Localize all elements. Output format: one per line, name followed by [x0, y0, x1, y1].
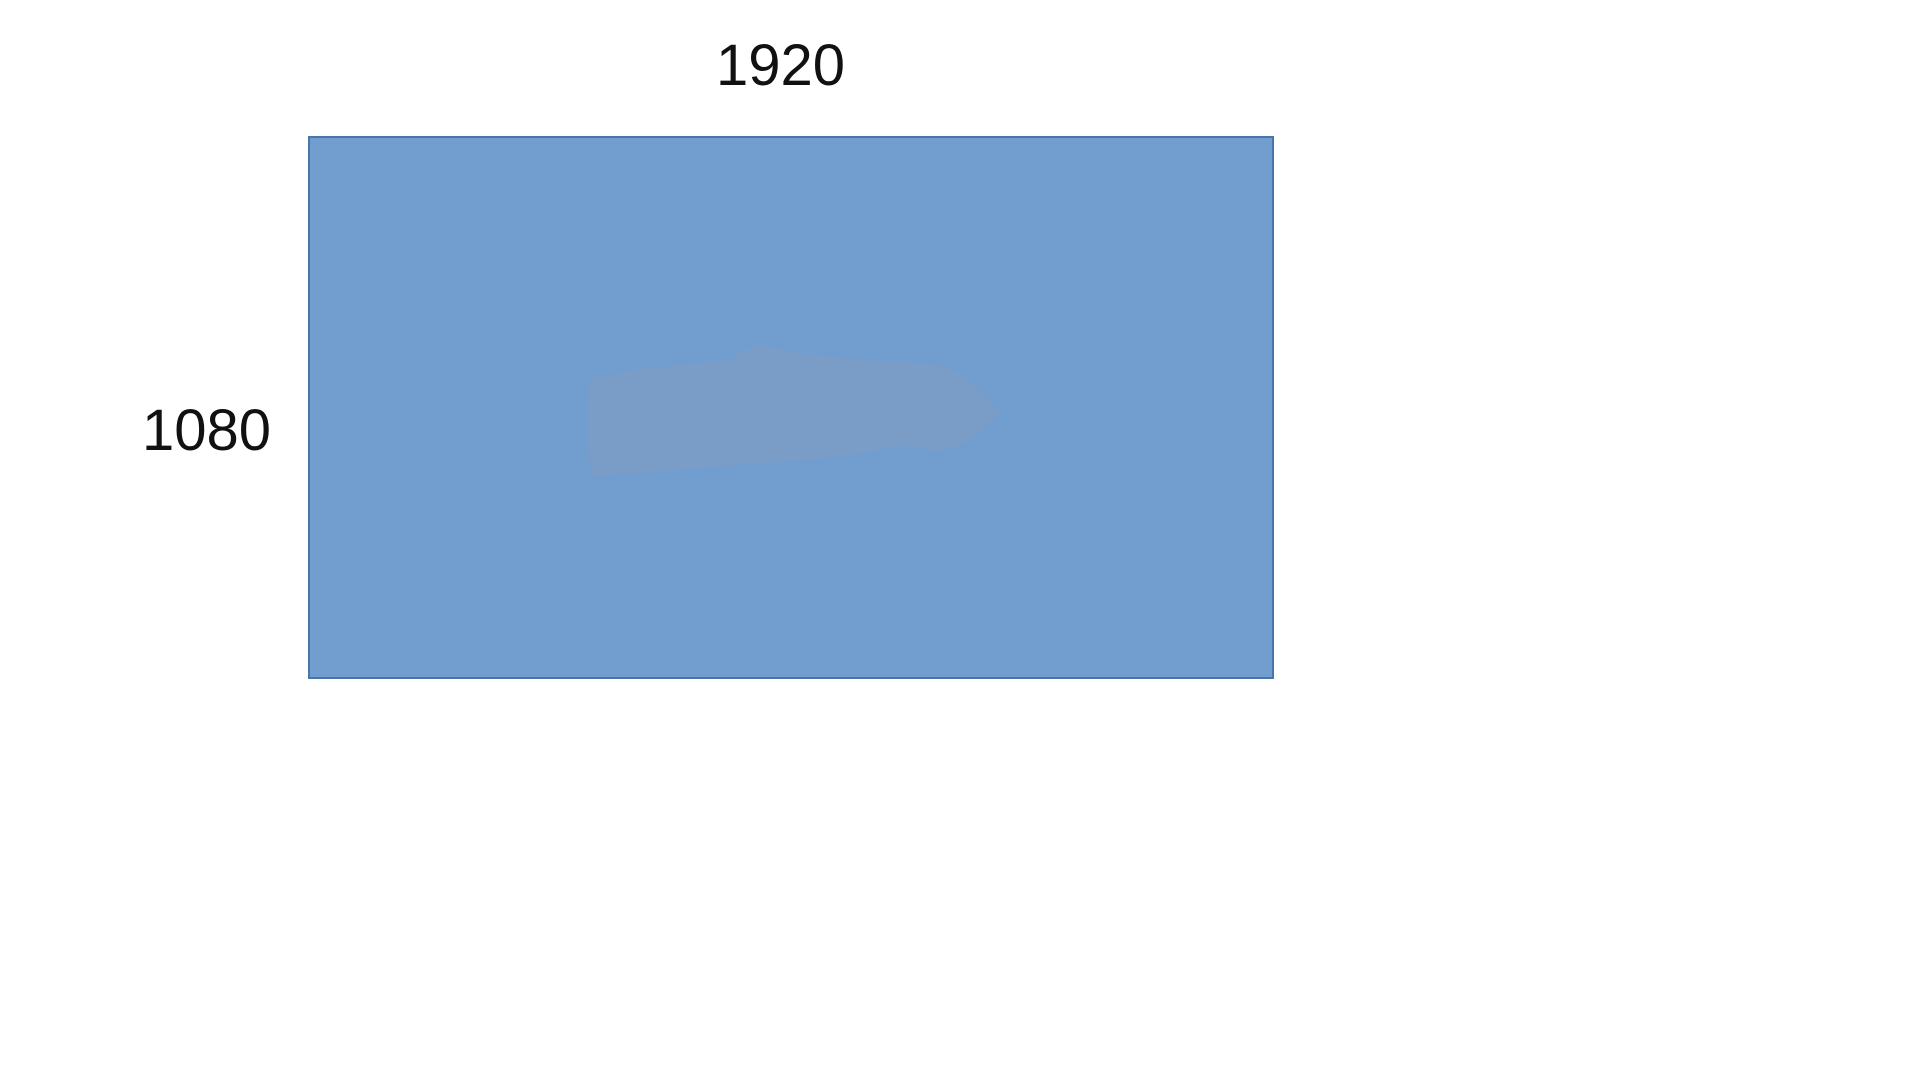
- diagram-canvas: 1920 1080: [142, 33, 1274, 679]
- height-label: 1080: [142, 398, 272, 463]
- smudge-mark: [587, 345, 1000, 476]
- smudge-shape: [587, 345, 1000, 476]
- width-label: 1920: [716, 33, 846, 98]
